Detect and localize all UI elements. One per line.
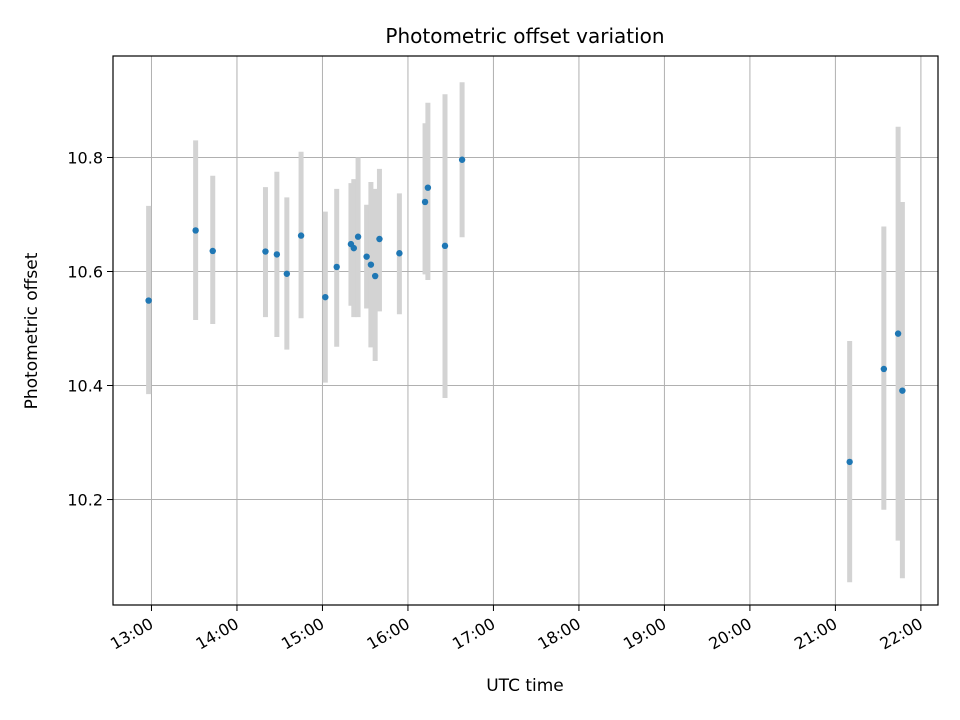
- chart-title: Photometric offset variation: [385, 24, 664, 48]
- data-point: [880, 365, 888, 373]
- data-point: [894, 330, 902, 337]
- data-point: [396, 250, 403, 257]
- plot-frame: [112, 55, 939, 606]
- data-point: [367, 261, 375, 268]
- y-tick-label: 10.6: [67, 262, 103, 281]
- data-point: [441, 242, 449, 250]
- data-point: [322, 293, 329, 301]
- data-points: [145, 156, 906, 466]
- data-point: [363, 253, 370, 260]
- data-point: [371, 272, 379, 280]
- grid: [113, 56, 938, 605]
- data-point: [424, 184, 432, 191]
- data-point: [209, 247, 216, 255]
- data-point: [846, 458, 853, 466]
- y-axis-label: Photometric offset: [22, 252, 42, 409]
- x-axis-label: UTC time: [486, 676, 564, 696]
- data-point: [421, 198, 429, 206]
- data-point: [376, 235, 383, 243]
- data-point: [354, 233, 362, 240]
- y-tick-label: 10.8: [67, 148, 103, 167]
- data-point: [192, 227, 199, 234]
- y-tick-label: 10.2: [67, 491, 103, 510]
- data-point: [273, 251, 281, 258]
- data-point: [899, 387, 906, 394]
- data-point: [262, 248, 269, 255]
- data-point: [350, 244, 358, 252]
- data-point: [145, 297, 152, 304]
- data-point: [458, 156, 466, 163]
- y-axis-ticks: 10.2 10.4 10.6 10.8: [67, 148, 113, 510]
- data-point: [333, 263, 340, 271]
- y-tick-label: 10.4: [67, 377, 103, 396]
- data-point: [297, 232, 305, 239]
- data-point: [283, 270, 291, 277]
